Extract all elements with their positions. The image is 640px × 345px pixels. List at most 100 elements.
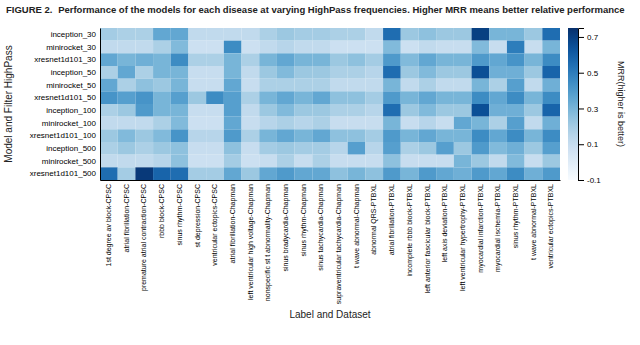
cell [330,155,348,168]
cell [401,117,419,130]
x-tick-label: left ventricular hypertrophy-PTBXL [459,184,467,291]
cell [224,91,242,104]
cell [224,41,242,54]
cell [188,167,206,180]
cell [454,28,472,41]
cell [295,53,313,66]
colorbar-tick-mark [578,37,584,38]
cell [242,28,260,41]
cell [489,28,507,41]
x-tick-label: atrial fibrillation-PTBXL [388,184,395,255]
cell [312,41,330,54]
cell [312,53,330,66]
cell [118,104,136,117]
cell [295,91,313,104]
cell [401,91,419,104]
cell [330,104,348,117]
cell [224,28,242,41]
cell [206,41,224,54]
title: FIGURE 2. [6,4,52,15]
cell [171,79,189,92]
cell [171,129,189,142]
cell [454,167,472,180]
cell [312,117,330,130]
cell [206,155,224,168]
cell [525,53,543,66]
cell [224,79,242,92]
y-tick-label: inception_50 [51,68,97,77]
cell [383,142,401,155]
cell [171,91,189,104]
cell [542,167,560,180]
cell [383,129,401,142]
cell [295,28,313,41]
cell [542,79,560,92]
cell [489,104,507,117]
x-tick-label: myocardial infarction-PTBXL [477,184,485,273]
x-tick-label: st depression-CPSC [194,184,202,247]
y-tick: inception_30 [51,30,97,39]
cell [224,129,242,142]
colorbar-tick-label: 0.7 [587,33,599,42]
x-tick: myocardial infarction-PTBXL [477,184,485,273]
cell [259,104,277,117]
x-tick: incomplete rbbb block-PTBXL [406,184,414,277]
cell [206,53,224,66]
cell [525,28,543,41]
cell [489,66,507,79]
cell [472,104,490,117]
cell [472,91,490,104]
cell [401,129,419,142]
cell [259,53,277,66]
cell [295,117,313,130]
y-tick-label: minirocket_100 [42,119,97,128]
cells [100,28,560,180]
cell [135,28,153,41]
cell [295,129,313,142]
cell [365,91,383,104]
cell [525,117,543,130]
cell [542,28,560,41]
cell [277,53,295,66]
x-tick-label: t wave abnormal-Chapman [353,184,361,268]
cell [118,41,136,54]
cell [295,79,313,92]
cell [242,117,260,130]
cell [507,41,525,54]
cell [454,41,472,54]
cell [171,142,189,155]
cell [472,167,490,180]
cell [454,66,472,79]
cell [118,142,136,155]
x-tick: ventricular ectopics-PTBXL [547,184,555,269]
colorbar-tick: 0.1 [578,140,599,149]
cell [348,117,366,130]
cell [542,53,560,66]
cell [188,117,206,130]
y-tick: inception_50 [51,68,97,77]
cell [312,104,330,117]
cell [100,28,118,41]
x-axis-line [101,180,561,181]
cell [507,155,525,168]
cell [330,79,348,92]
cell [242,41,260,54]
x-tick-label: left ventricular high voltage-Chapman [247,184,255,300]
cell [153,66,171,79]
cell [330,117,348,130]
cell [188,155,206,168]
cell [295,66,313,79]
y-tick-label: minirocket_50 [46,81,96,90]
x-tick-label: sinus tachycardia-Chapman [317,184,325,271]
colorbar-tick-label: 0.5 [587,69,599,78]
colorbar-tick-mark [578,73,584,74]
cell [401,142,419,155]
x-tick-label: sinus rhythm-CPSC [176,184,184,245]
cell [401,66,419,79]
cell [118,91,136,104]
cell [418,28,436,41]
cell [188,129,206,142]
x-tick-label: incomplete rbbb block-PTBXL [406,184,414,277]
cell [418,167,436,180]
cell [348,66,366,79]
